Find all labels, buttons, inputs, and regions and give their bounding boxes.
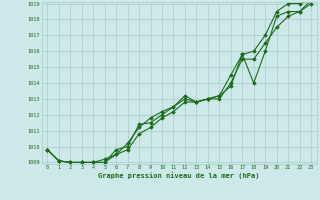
X-axis label: Graphe pression niveau de la mer (hPa): Graphe pression niveau de la mer (hPa) [99, 172, 260, 179]
